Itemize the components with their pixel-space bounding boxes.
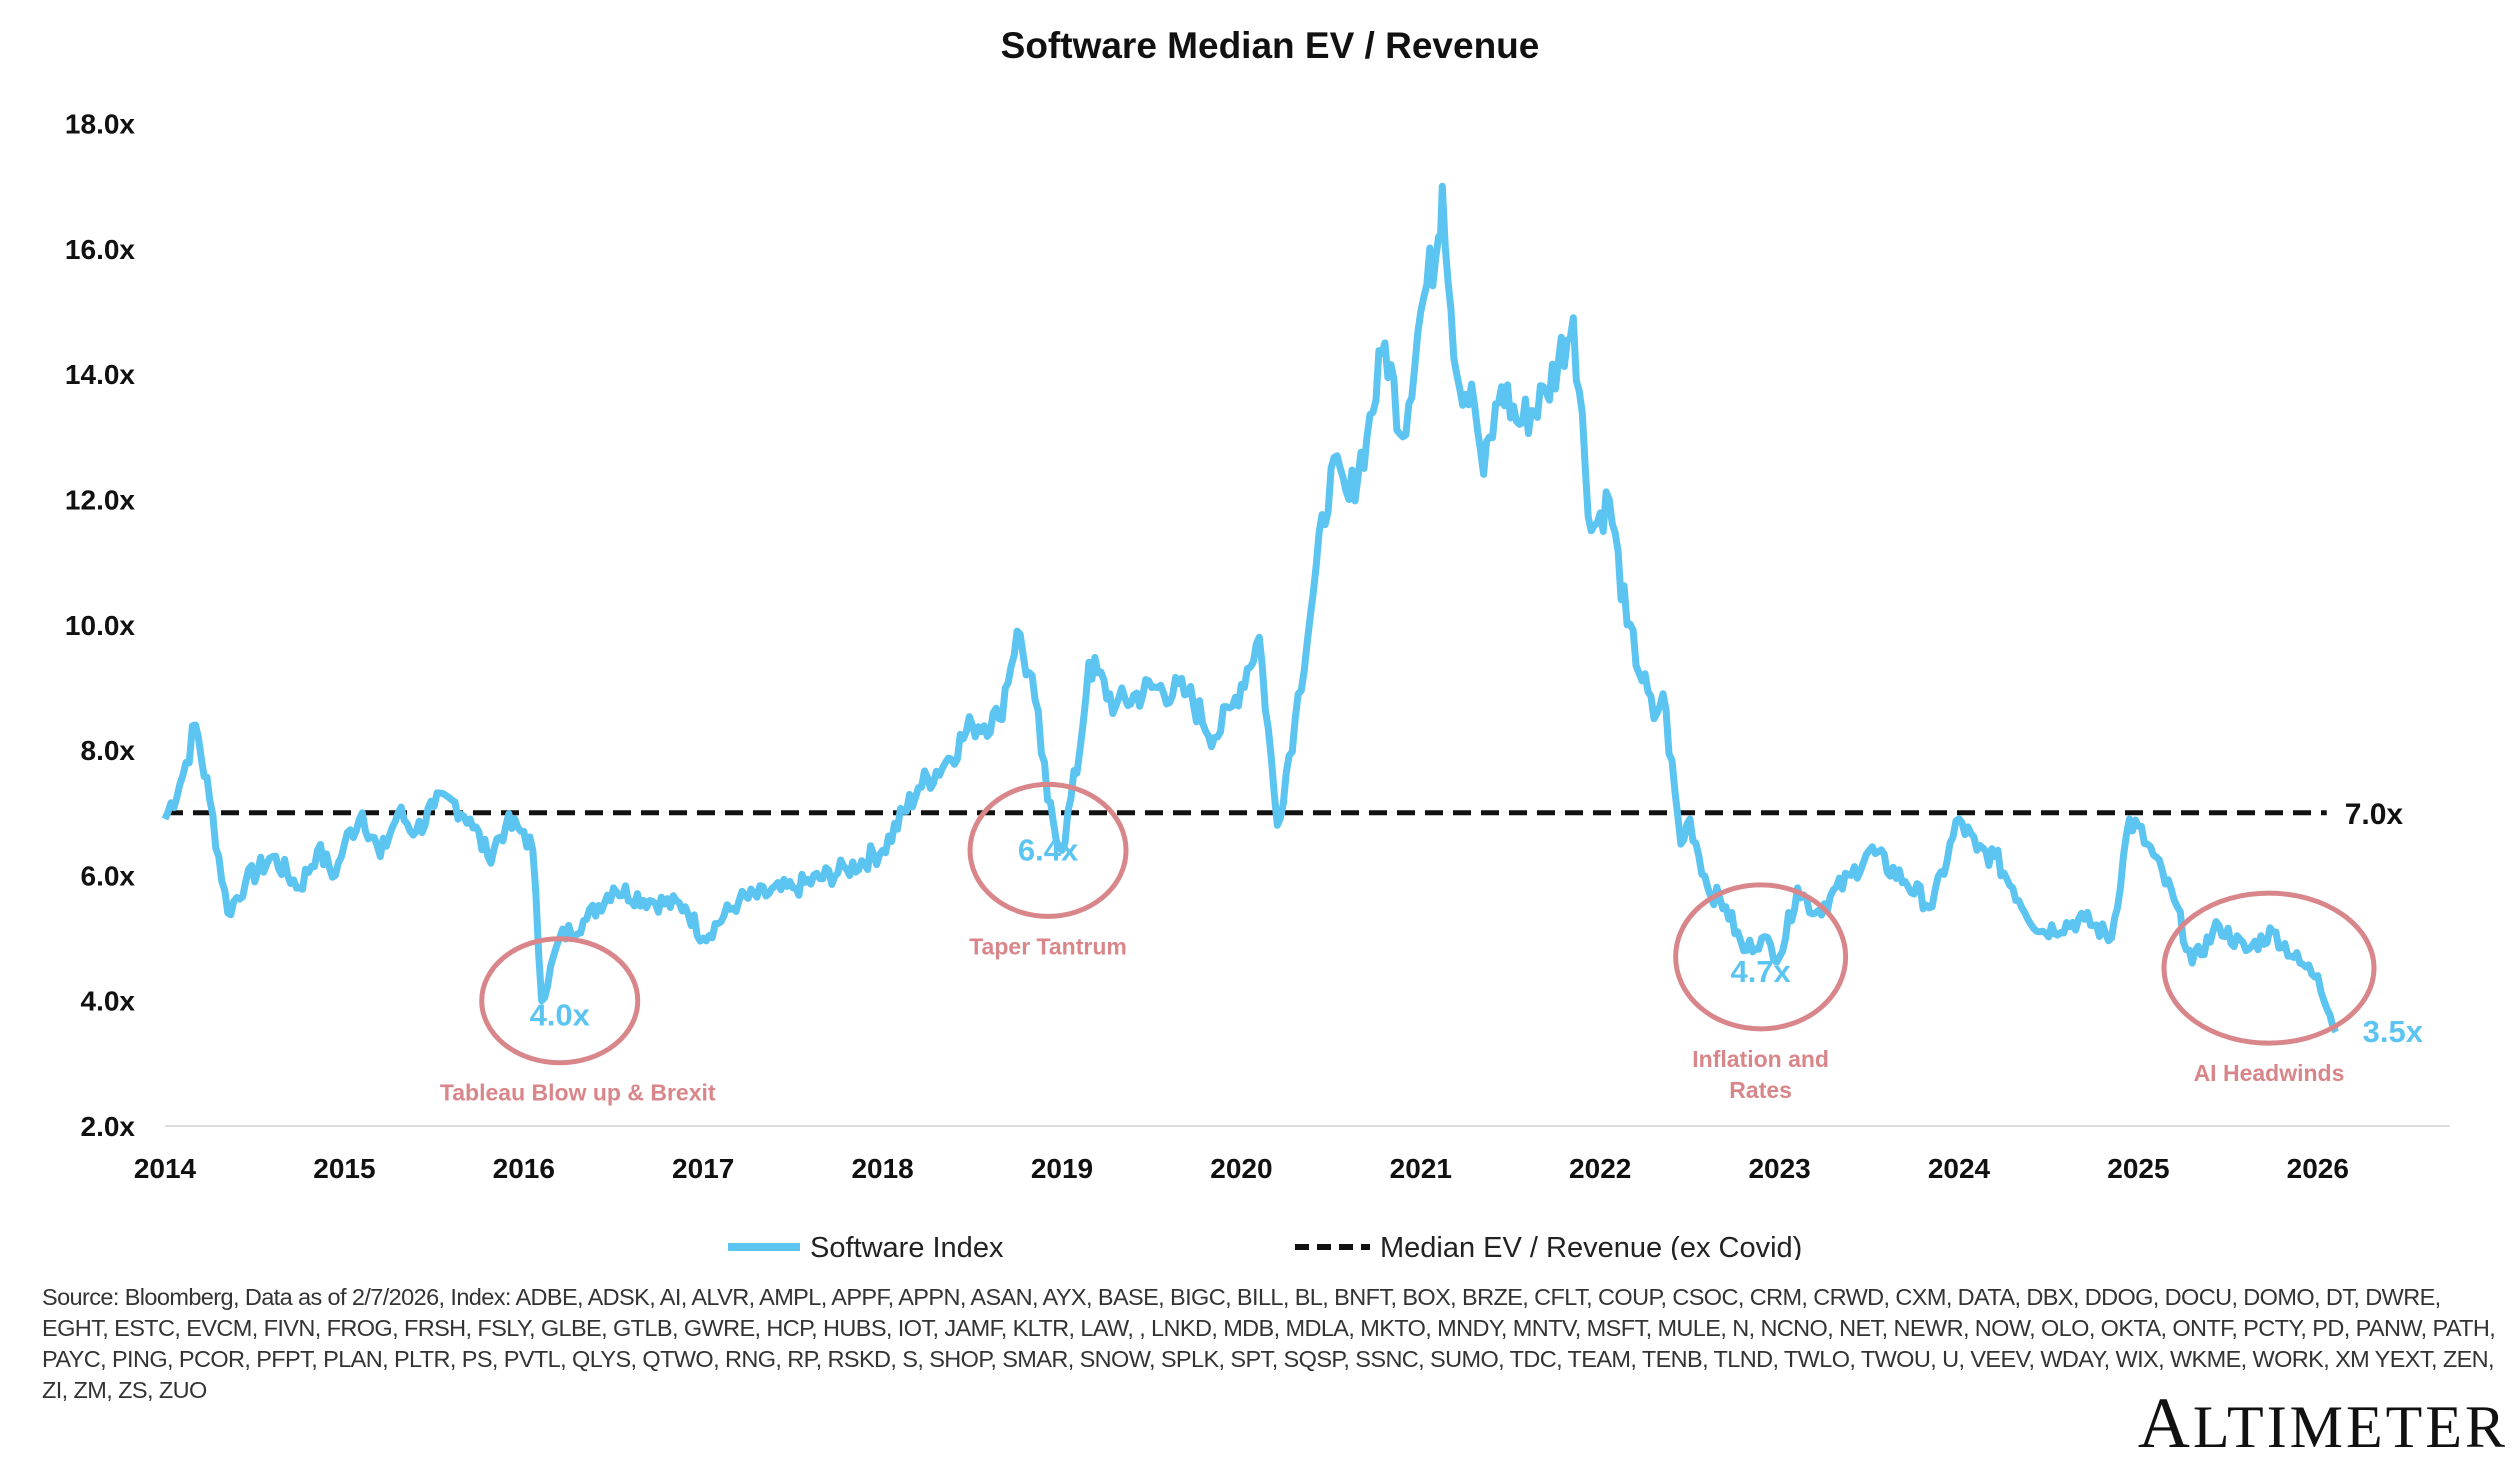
x-tick-label: 2019 xyxy=(1031,1153,1093,1184)
y-tick-label: 10.0x xyxy=(65,610,135,641)
x-tick-label: 2021 xyxy=(1390,1153,1452,1184)
y-tick-label: 16.0x xyxy=(65,234,135,265)
altimeter-logo: ALTIMETER xyxy=(2137,1383,2508,1463)
x-tick-label: 2023 xyxy=(1748,1153,1810,1184)
y-tick-label: 12.0x xyxy=(65,485,135,516)
chart: Software Median EV / Revenue 2.0x 4.0x 6.0… xyxy=(65,25,2450,1260)
x-tick-label: 2022 xyxy=(1569,1153,1631,1184)
y-tick-label: 18.0x xyxy=(65,109,135,140)
annotation-circle xyxy=(479,936,641,1066)
chart-title: Software Median EV / Revenue xyxy=(1001,25,1540,66)
annotation: AI Headwinds xyxy=(2161,890,2377,1086)
annotation-circle xyxy=(2161,890,2377,1046)
x-tick-label: 2018 xyxy=(851,1153,913,1184)
legend-label-software-index: Software Index xyxy=(810,1232,1004,1260)
x-tick-label: 2026 xyxy=(2287,1153,2349,1184)
annotation-caption: Taper Tantrum xyxy=(969,933,1127,959)
annotation: 4.7x Inflation and Rates xyxy=(1673,882,1849,1103)
annotation-circle xyxy=(1673,882,1849,1032)
annotation-value: 4.7x xyxy=(1730,954,1791,989)
y-tick-label: 14.0x xyxy=(65,359,135,390)
x-tick-label: 2014 xyxy=(134,1153,197,1184)
annotation-caption: Tableau Blow up & Brexit xyxy=(440,1080,716,1106)
x-tick-label: 2016 xyxy=(493,1153,555,1184)
annotation-value: 4.0x xyxy=(530,998,591,1033)
annotation-caption: AI Headwinds xyxy=(2194,1060,2345,1086)
x-tick-label: 2020 xyxy=(1210,1153,1272,1184)
y-tick-label: 6.0x xyxy=(81,860,136,891)
annotation-caption: Inflation and xyxy=(1692,1046,1829,1072)
y-tick-label: 2.0x xyxy=(81,1111,136,1142)
end-value-label: 3.5x xyxy=(2363,1014,2424,1049)
software-index-line xyxy=(161,182,2339,1034)
median-label: 7.0x xyxy=(2345,798,2404,831)
x-tick-label: 2015 xyxy=(313,1153,375,1184)
y-tick-label: 4.0x xyxy=(81,986,136,1017)
annotation-value: 6.4x xyxy=(1018,832,1079,867)
legend-label-median: Median EV / Revenue (ex Covid) xyxy=(1380,1232,1802,1260)
legend: Software Index Median EV / Revenue (ex C… xyxy=(728,1232,1802,1260)
annotation-circle xyxy=(967,781,1129,919)
annotation: 6.4x Taper Tantrum xyxy=(967,781,1129,959)
x-tick-label: 2024 xyxy=(1928,1153,1991,1184)
annotation-caption: Rates xyxy=(1729,1077,1792,1103)
y-tick-label: 8.0x xyxy=(81,735,136,766)
source-note: Source: Bloomberg, Data as of 2/7/2026, … xyxy=(42,1284,2496,1403)
x-tick-label: 2025 xyxy=(2107,1153,2169,1184)
x-tick-label: 2017 xyxy=(672,1153,734,1184)
annotation: 4.0x Tableau Blow up & Brexit xyxy=(440,936,716,1106)
